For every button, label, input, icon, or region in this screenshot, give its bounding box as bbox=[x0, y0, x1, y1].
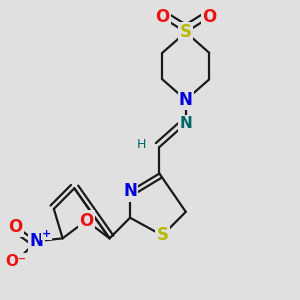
Text: S: S bbox=[156, 226, 168, 244]
Text: O: O bbox=[9, 218, 23, 236]
Text: O: O bbox=[202, 8, 216, 26]
Text: O: O bbox=[155, 8, 169, 26]
Text: N: N bbox=[29, 232, 43, 250]
Text: H: H bbox=[137, 138, 146, 151]
Text: +: + bbox=[42, 229, 51, 239]
Text: S: S bbox=[180, 23, 192, 41]
Text: N: N bbox=[179, 91, 193, 109]
Text: N: N bbox=[123, 182, 137, 200]
Text: N: N bbox=[179, 116, 192, 131]
Text: O⁻: O⁻ bbox=[5, 254, 26, 269]
Text: O: O bbox=[79, 212, 93, 230]
